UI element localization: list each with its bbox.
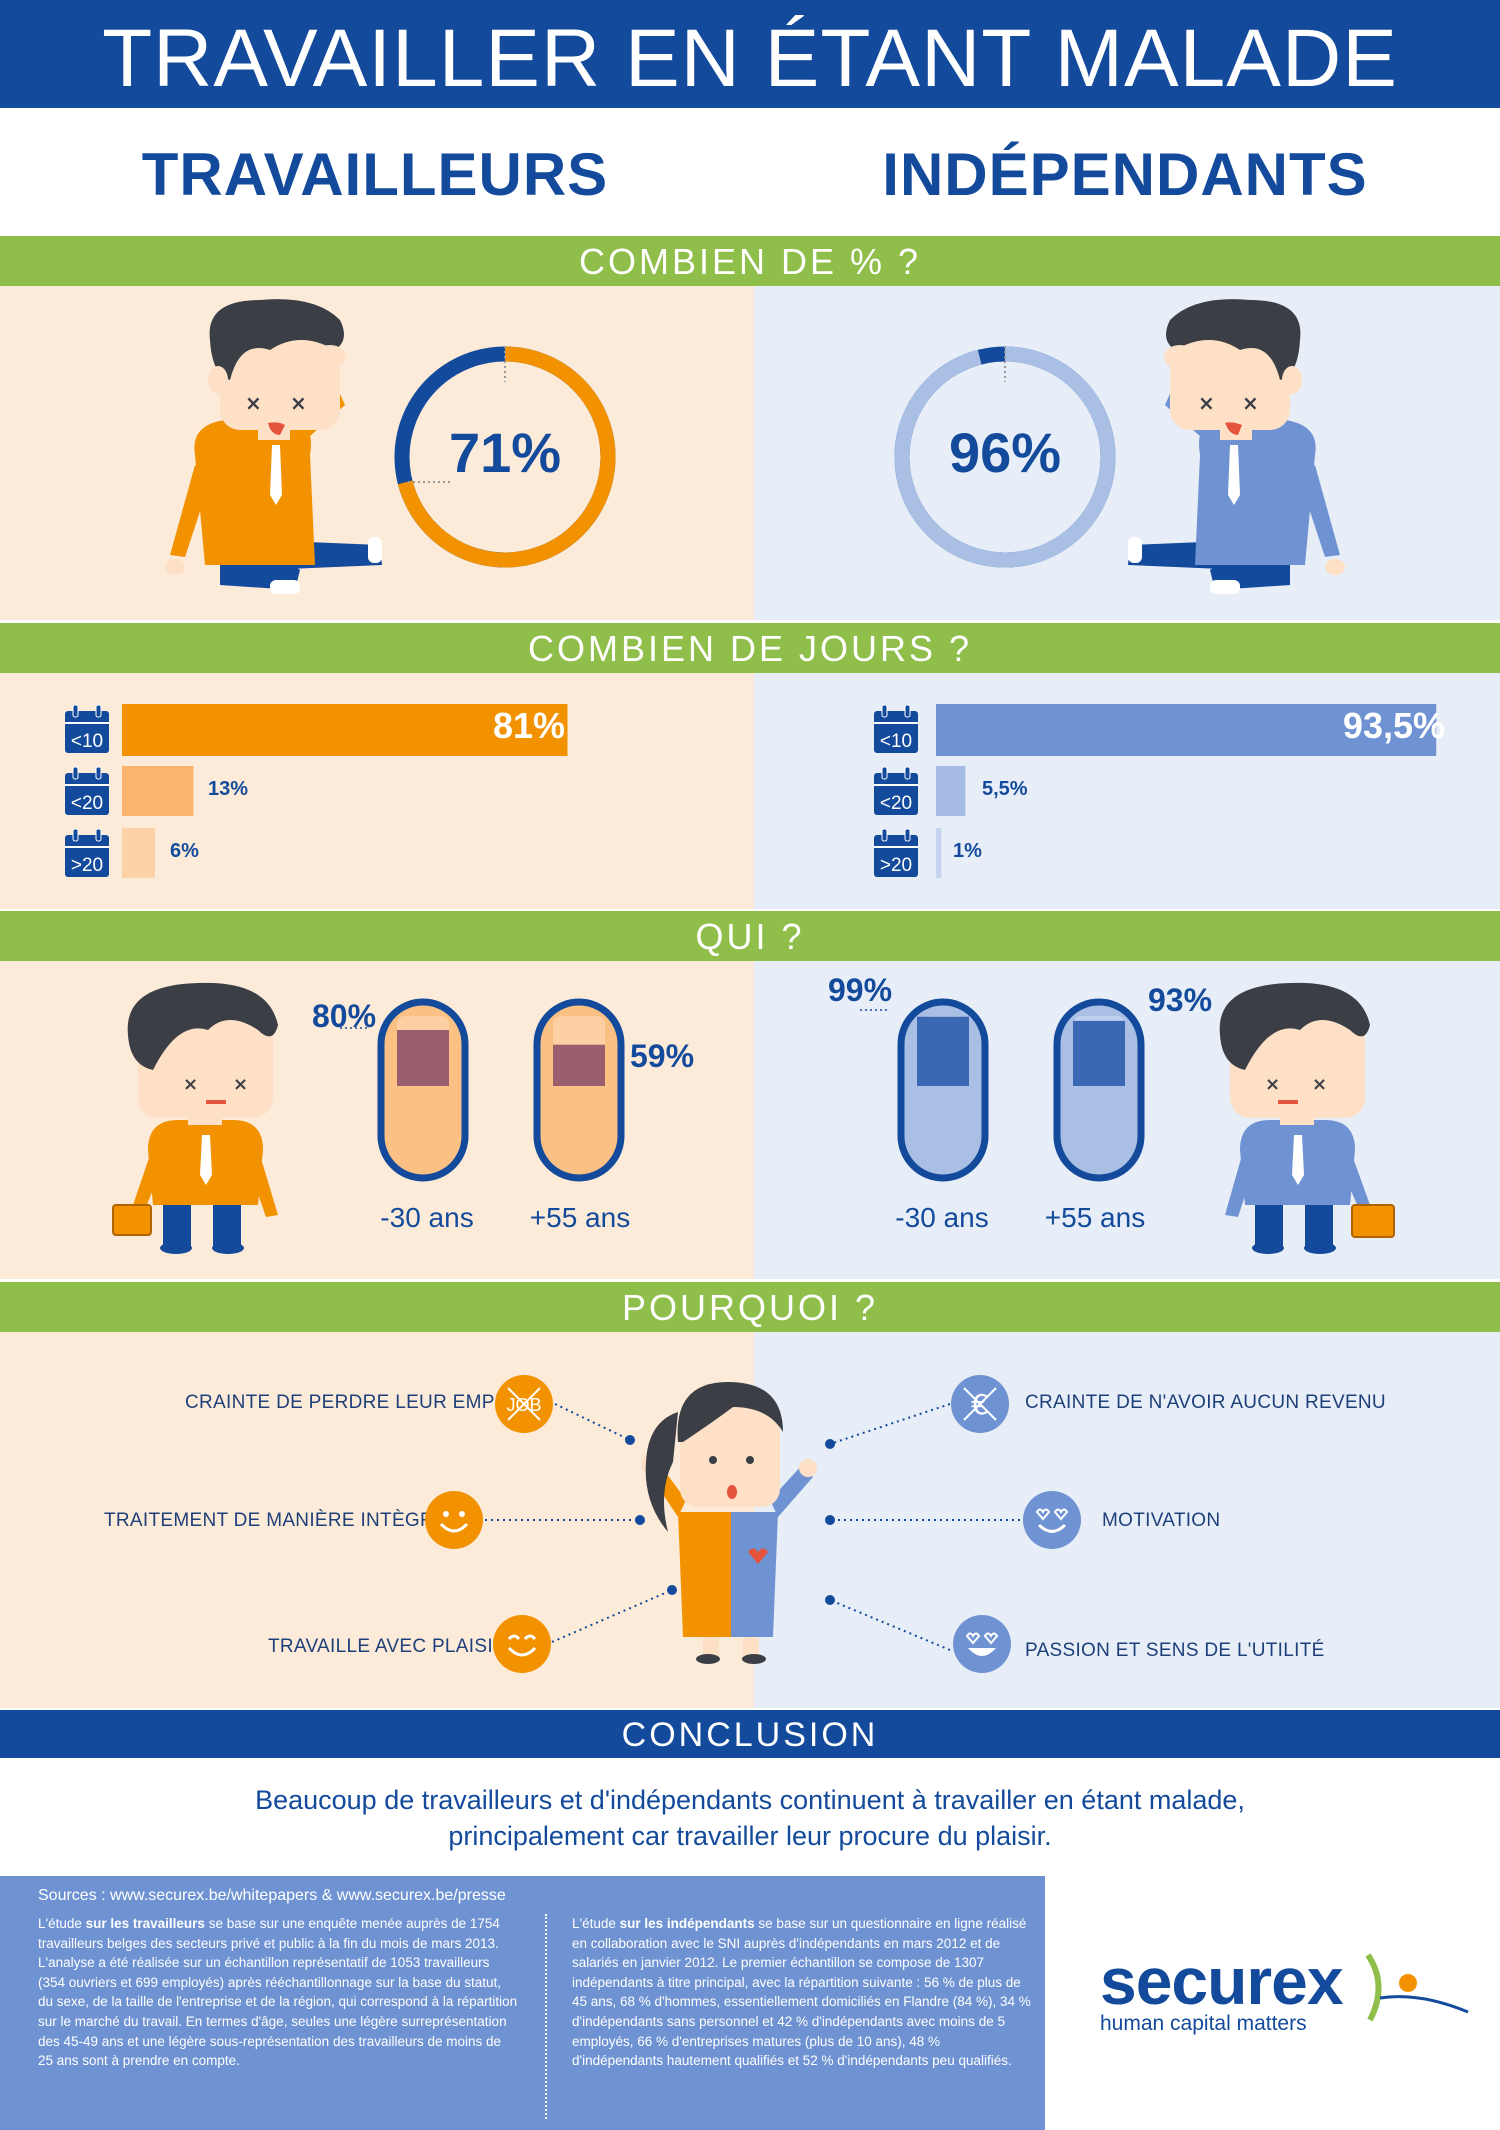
days-independents-calendar-icon-1: <20 bbox=[874, 766, 918, 815]
donut-arc-workers bbox=[394, 346, 616, 568]
percent-value-independents: 96% bbox=[948, 421, 1062, 484]
section-header-conclusion: CONCLUSION bbox=[0, 1710, 1500, 1758]
column-title-independents: INDÉPENDANTS bbox=[882, 141, 1368, 208]
logo-wordmark: securex bbox=[1100, 1944, 1344, 2018]
qui-age-workers-young: -30 ans bbox=[380, 1202, 474, 1233]
qui-pct-workers-old: 59% bbox=[630, 1038, 695, 1074]
logo-swoosh-icon bbox=[1365, 1953, 1469, 2022]
percent-panel-independents bbox=[754, 286, 1500, 620]
independent-with-briefcase-illustration: × × bbox=[1219, 982, 1395, 1254]
days-workers-bar-0 bbox=[122, 704, 568, 756]
pourquoi-panel-independents bbox=[754, 1332, 1500, 1708]
qui-pills-workers bbox=[340, 998, 625, 1182]
percent-donut-independents bbox=[894, 346, 1116, 568]
days-independents-calendar-label-2: >20 bbox=[880, 855, 912, 876]
percent-donut-workers bbox=[394, 346, 616, 568]
days-workers-calendar-icon-0: <10 bbox=[65, 704, 109, 753]
days-workers-calendar-label-2: >20 bbox=[71, 855, 103, 876]
days-independents-calendar-label-0: <10 bbox=[880, 731, 912, 752]
percent-value-workers: 71% bbox=[448, 421, 562, 484]
column-title-workers: TRAVAILLEURS bbox=[141, 141, 609, 208]
sources-divider bbox=[545, 1914, 547, 2119]
days-independents-calendar-icon-2: >20 bbox=[874, 828, 918, 877]
qui-independents-pill-fill-0 bbox=[917, 1016, 969, 1086]
heart-eyes-big-smile-icon bbox=[953, 1615, 1011, 1673]
section-header-pourquoi: POURQUOI ? bbox=[0, 1282, 1500, 1332]
svg-text:×: × bbox=[233, 1074, 248, 1095]
sources-independents-text: L'étude sur les indépendants se base sur… bbox=[572, 1916, 1031, 2069]
qui-workers-pill-fill-0 bbox=[397, 1030, 449, 1086]
svg-text:×: × bbox=[1312, 1074, 1327, 1095]
days-independents-calendar-label-1: <20 bbox=[880, 793, 912, 814]
days-bar-label-independents-0: 93,5% bbox=[1342, 705, 1445, 746]
svg-text:×: × bbox=[290, 391, 307, 415]
days-bar-label-independents-1: 5,5% bbox=[982, 778, 1028, 800]
reason-workers-2: TRAVAILLE AVEC PLAISIR bbox=[268, 1636, 507, 1657]
donut-arc-independents bbox=[894, 346, 1116, 568]
reason-independents-2: PASSION ET SENS DE L'UTILITÉ bbox=[1025, 1640, 1325, 1661]
happy-smiley-icon bbox=[493, 1615, 551, 1673]
sources-box: Sources : www.securex.be/whitepapers & w… bbox=[0, 1876, 1045, 2130]
securex-logo[interactable]: securex human capital matters bbox=[1100, 1944, 1344, 2036]
days-bar-label-workers-1: 13% bbox=[208, 778, 249, 800]
days-workers-bar-1 bbox=[122, 766, 194, 816]
qui-pct-independents-young: 99% bbox=[828, 972, 893, 1008]
qui-pct-workers-young: 80% bbox=[312, 998, 377, 1034]
sources-title: Sources : www.securex.be/whitepapers & w… bbox=[38, 1887, 506, 1904]
days-bar-label-independents-2: 1% bbox=[953, 840, 982, 862]
conclusion-line-2: principalement car travailler leur procu… bbox=[448, 1821, 1052, 1851]
sources-workers-text: L'étude sur les travailleurs se base sur… bbox=[38, 1916, 518, 2069]
reason-independents-0: CRAINTE DE N'AVOIR AUCUN REVENU bbox=[1025, 1392, 1386, 1413]
reason-connector-lines bbox=[485, 1403, 1020, 1651]
reason-workers-1: TRAITEMENT DE MANIÈRE INTÈGRE bbox=[104, 1510, 447, 1531]
smiley-icon bbox=[425, 1491, 483, 1549]
section-header-qui: QUI ? bbox=[0, 911, 1500, 961]
worker-with-briefcase-illustration: × × bbox=[112, 982, 278, 1254]
days-workers-calendar-icon-1: <20 bbox=[65, 766, 109, 815]
qui-independents-pill-fill-1 bbox=[1073, 1020, 1125, 1086]
svg-text:×: × bbox=[1242, 391, 1259, 415]
sick-worker-illustration: × × bbox=[165, 299, 382, 594]
svg-text:×: × bbox=[1265, 1074, 1280, 1095]
qui-age-independents-old: +55 ans bbox=[1044, 1202, 1146, 1233]
qui-age-workers-old: +55 ans bbox=[529, 1202, 631, 1233]
days-bar-chart bbox=[122, 704, 1437, 878]
section-header-days: COMBIEN DE JOURS ? bbox=[0, 623, 1500, 673]
qui-pct-independents-old: 93% bbox=[1148, 982, 1213, 1018]
days-independents-bar-2 bbox=[936, 828, 942, 878]
qui-age-independents-young: -30 ans bbox=[895, 1202, 989, 1233]
days-independents-bar-0 bbox=[936, 704, 1437, 756]
central-woman-illustration bbox=[641, 1382, 817, 1664]
qui-workers-pill-fill-1 bbox=[553, 1044, 605, 1086]
euro-crossed-icon: € bbox=[951, 1375, 1009, 1433]
page-title: TRAVAILLER EN ÉTANT MALADE bbox=[0, 0, 1500, 108]
reason-workers-0: CRAINTE DE PERDRE LEUR EMPLOI bbox=[185, 1392, 527, 1413]
days-bar-label-workers-0: 81% bbox=[492, 705, 565, 746]
heart-eyes-smiley-icon bbox=[1023, 1491, 1081, 1549]
svg-text:×: × bbox=[245, 391, 262, 415]
conclusion-line-1: Beaucoup de travailleurs et d'indépendan… bbox=[255, 1785, 1245, 1815]
days-bar-label-workers-2: 6% bbox=[170, 840, 199, 862]
sick-independent-illustration: × × bbox=[1128, 299, 1345, 594]
job-crossed-icon: JOB bbox=[495, 1375, 553, 1433]
days-workers-calendar-label-0: <10 bbox=[71, 731, 103, 752]
svg-text:×: × bbox=[183, 1074, 198, 1095]
days-workers-bar-2 bbox=[122, 828, 155, 878]
days-independents-calendar-icon-0: <10 bbox=[874, 704, 918, 753]
svg-text:×: × bbox=[1198, 391, 1215, 415]
logo-tagline: human capital matters bbox=[1100, 2012, 1307, 2035]
pourquoi-panel-workers bbox=[0, 1332, 754, 1708]
section-header-percent: COMBIEN DE % ? bbox=[0, 236, 1500, 286]
days-workers-calendar-icon-2: >20 bbox=[65, 828, 109, 877]
days-workers-calendar-label-1: <20 bbox=[71, 793, 103, 814]
reason-independents-1: MOTIVATION bbox=[1102, 1510, 1221, 1531]
qui-pills-independents bbox=[860, 998, 1145, 1182]
days-independents-bar-1 bbox=[936, 766, 966, 816]
